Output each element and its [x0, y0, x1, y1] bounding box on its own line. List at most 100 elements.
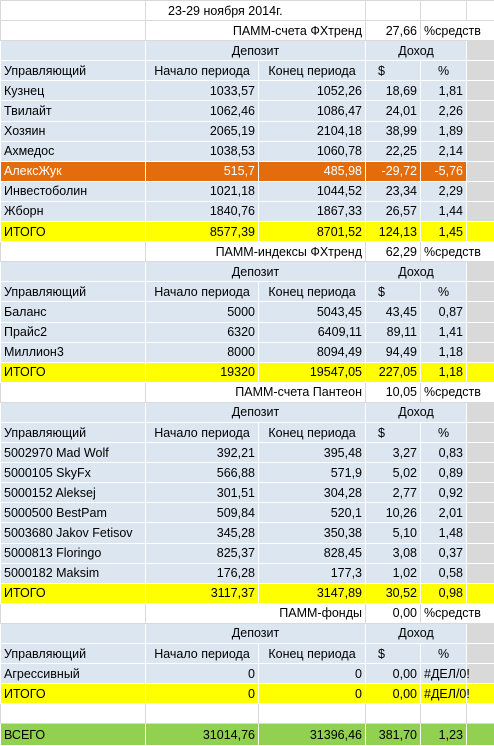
spacer: [467, 583, 494, 603]
start-value: 31014,76: [146, 724, 259, 746]
row: 23-29 ноября 2014г.: [1, 1, 494, 21]
profit-pct: 2,29: [421, 181, 467, 201]
end-value: 0: [259, 664, 366, 684]
profit-pct: 1,81: [421, 81, 467, 101]
profit-usd: 22,25: [366, 141, 421, 161]
profit-pct: 0,87: [421, 302, 467, 322]
manager-name: Прайс2: [1, 322, 146, 342]
row: [1, 704, 494, 724]
end-value: 350,38: [259, 523, 366, 543]
profit-pct: 0,58: [421, 563, 467, 583]
manager-name: Кузнец: [1, 81, 146, 101]
spacer: [467, 342, 494, 362]
start-value: 1062,46: [146, 101, 259, 121]
spacer: [467, 181, 494, 201]
profit-usd: 43,45: [366, 302, 421, 322]
profit-pct: 1,41: [421, 322, 467, 342]
section-title: ПАММ-счета Пантеон: [146, 382, 366, 402]
deposit-header: Депозит: [146, 262, 366, 282]
start-value: 392,21: [146, 443, 259, 463]
start-value: 345,28: [146, 523, 259, 543]
profit-usd: 18,69: [366, 81, 421, 101]
spacer: [467, 664, 494, 684]
start-value: 3117,37: [146, 583, 259, 603]
profit-usd: 3,08: [366, 543, 421, 563]
spacer: [467, 443, 494, 463]
income-header: Доход: [366, 41, 467, 61]
end-header: Конец периода: [259, 282, 366, 302]
spacer: [467, 402, 494, 422]
start-value: 2065,19: [146, 121, 259, 141]
profit-pct: 2,01: [421, 503, 467, 523]
manager-name: 5000813 Floringo: [1, 543, 146, 563]
profit-usd: -29,72: [366, 161, 421, 181]
manager-name: Хозяин: [1, 121, 146, 141]
manager-name: 5002970 Mad Wolf: [1, 443, 146, 463]
spacer: [467, 282, 494, 302]
end-value: 395,48: [259, 443, 366, 463]
spacer: [467, 684, 494, 704]
spacer: [467, 121, 494, 141]
profit-pct: 1,48: [421, 523, 467, 543]
deposit-header: Депозит: [146, 41, 366, 61]
manager-name: Ахмедос: [1, 141, 146, 161]
start-value: 6320: [146, 322, 259, 342]
spacer: [1, 21, 146, 41]
profit-usd: 0,00: [366, 684, 421, 704]
profit-usd: 26,57: [366, 201, 421, 221]
end-header: Конец периода: [259, 644, 366, 664]
end-value: 485,98: [259, 161, 366, 181]
start-value: 0: [146, 684, 259, 704]
spacer: [1, 603, 146, 623]
start-value: 301,51: [146, 483, 259, 503]
profit-pct: 1,89: [421, 121, 467, 141]
manager-name: Твилайт: [1, 101, 146, 121]
section-title: ПАММ-индексы ФХтренд: [146, 242, 366, 262]
spacer: [366, 1, 421, 21]
spacer: [467, 563, 494, 583]
end-value: 1060,78: [259, 141, 366, 161]
spacer: [467, 503, 494, 523]
start-value: 1021,18: [146, 181, 259, 201]
manager-name: ИТОГО: [1, 583, 146, 603]
profit-usd: 89,11: [366, 322, 421, 342]
spacer: [1, 262, 146, 282]
profit-usd: 124,13: [366, 222, 421, 242]
profit-pct: 1,44: [421, 201, 467, 221]
end-value: 8701,52: [259, 222, 366, 242]
spacer: [1, 382, 146, 402]
end-value: 31396,46: [259, 724, 366, 746]
profit-usd: 94,49: [366, 342, 421, 362]
spacer: [467, 41, 494, 61]
manager-name: 5000500 BestPam: [1, 503, 146, 523]
manager-name: Баланс: [1, 302, 146, 322]
start-value: 8000: [146, 342, 259, 362]
profit-usd: 3,27: [366, 443, 421, 463]
spacer: [467, 543, 494, 563]
profit-usd: 1,02: [366, 563, 421, 583]
end-value: 1052,26: [259, 81, 366, 101]
spacer: [1, 623, 146, 643]
spacer: [467, 463, 494, 483]
deposit-header: Депозит: [146, 623, 366, 643]
profit-usd: 5,10: [366, 523, 421, 543]
manager-name: Жборн: [1, 201, 146, 221]
spacer: [1, 41, 146, 61]
start-value: 566,88: [146, 463, 259, 483]
profit-pct: 2,14: [421, 141, 467, 161]
start-value: 1033,57: [146, 81, 259, 101]
spacer: [467, 422, 494, 442]
pct-header: %: [421, 644, 467, 664]
profit-pct: 1,23: [421, 724, 467, 746]
